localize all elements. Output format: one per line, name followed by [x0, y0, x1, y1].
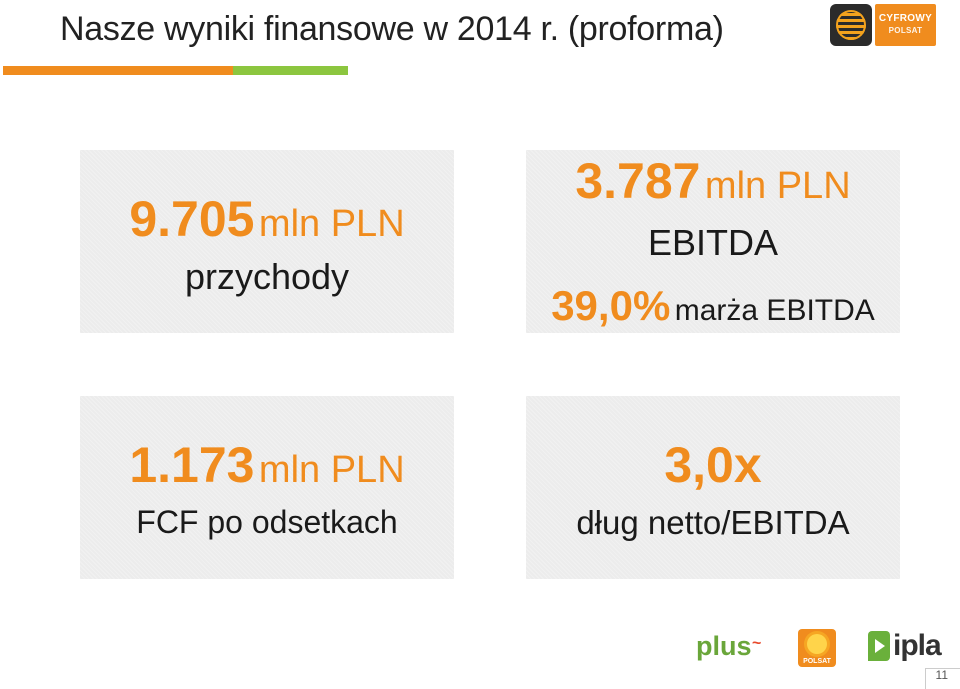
logo-line2: POLSAT: [888, 26, 923, 35]
leverage-value-line: 3,0x: [526, 436, 900, 494]
ebitda-card: 3.787 mln PLN EBITDA 39,0% marża EBITDA: [526, 150, 900, 333]
brand-logos: plus ~ POLSAT ipla: [690, 625, 942, 675]
ebitda-margin-line: 39,0% marża EBITDA: [526, 282, 900, 330]
revenue-unit: mln PLN: [258, 203, 405, 245]
cyfrowy-polsat-wordmark: CYFROWY POLSAT: [875, 4, 936, 46]
fcf-value: 1.173: [129, 437, 255, 493]
revenue-value-line: 9.705 mln PLN: [80, 190, 454, 248]
underline-orange-segment: [3, 66, 233, 75]
polsat-logo: POLSAT: [798, 629, 836, 667]
leverage-card: 3,0x dług netto/EBITDA: [526, 396, 900, 579]
polsat-logo-text: POLSAT: [803, 658, 831, 665]
underline-green-segment: [233, 66, 348, 75]
leverage-value: 3,0x: [664, 437, 762, 493]
ipla-play-icon: [868, 631, 890, 661]
ebitda-margin-value: 39,0%: [551, 282, 671, 329]
page-number: 11: [935, 668, 948, 682]
fcf-card: 1.173 mln PLN FCF po odsetkach: [80, 396, 454, 579]
globe-icon: [830, 4, 872, 46]
cyfrowy-polsat-logo: CYFROWY POLSAT: [830, 4, 936, 46]
ebitda-unit: mln PLN: [704, 165, 851, 207]
page-number-box: [925, 668, 960, 689]
ebitda-margin-label: marża EBITDA: [674, 294, 875, 327]
logo-line1: CYFROWY: [878, 13, 933, 24]
ipla-logo: ipla: [893, 629, 942, 662]
revenue-card: 9.705 mln PLN przychody: [80, 150, 454, 333]
ebitda-label: EBITDA: [647, 222, 779, 263]
slide-title: Nasze wyniki finansowe w 2014 r. (profor…: [60, 10, 724, 48]
ebitda-value-line: 3.787 mln PLN: [526, 152, 900, 210]
fcf-unit: mln PLN: [258, 449, 405, 491]
fcf-value-line: 1.173 mln PLN: [80, 436, 454, 494]
plus-swirl-icon: ~: [752, 635, 762, 652]
revenue-label: przychody: [184, 256, 350, 297]
fcf-label: FCF po odsetkach: [136, 504, 398, 540]
plus-logo: plus: [696, 631, 752, 661]
revenue-value: 9.705: [129, 191, 255, 247]
ebitda-value: 3.787: [575, 153, 701, 209]
leverage-label: dług netto/EBITDA: [576, 504, 850, 541]
